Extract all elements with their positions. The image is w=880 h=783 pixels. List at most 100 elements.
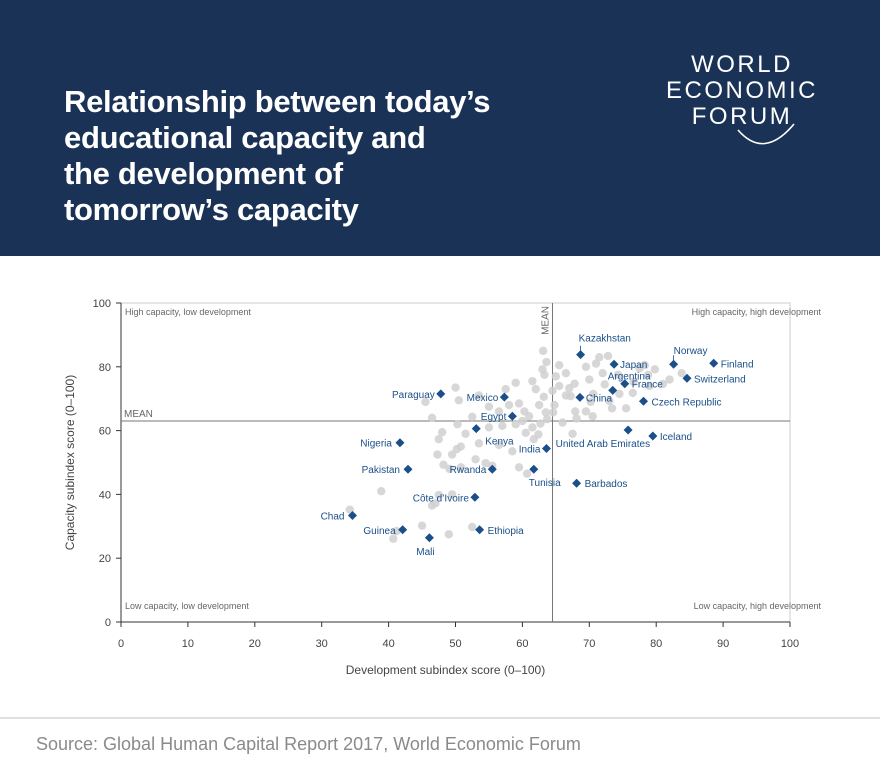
country-point: [558, 418, 567, 427]
label-mexico: Mexico: [467, 393, 499, 404]
x-tick-label: 10: [182, 638, 194, 650]
header-banner: Relationship between today’s educational…: [0, 0, 880, 256]
country-point: [589, 389, 598, 399]
country-point: [474, 391, 484, 400]
label-iceland: Iceland: [660, 432, 692, 443]
point-mali: [424, 533, 434, 543]
logo-line-2: ECONOMIC: [666, 77, 818, 104]
label-ethiopia: Ethiopia: [488, 526, 525, 537]
country-point: [521, 428, 530, 438]
label-france: France: [632, 380, 664, 391]
label-mali: Mali: [416, 547, 434, 558]
country-point: [511, 420, 520, 429]
country-point: [561, 368, 571, 378]
label-china: China: [586, 393, 613, 404]
country-point: [468, 522, 477, 532]
country-point: [568, 429, 577, 438]
label-kenya: Kenya: [485, 437, 514, 448]
country-point: [538, 346, 548, 356]
quadrant-label-bottom-left: Low capacity, low development: [125, 601, 249, 611]
highlight-layer: Kazakhstan Japan Norway Finland Switzerland A…: [321, 334, 754, 558]
country-point: [548, 408, 558, 417]
country-point: [528, 376, 537, 386]
label-chad: Chad: [321, 511, 345, 522]
country-point: [434, 435, 443, 444]
source-note: Source: Global Human Capital Report 2017…: [36, 734, 581, 754]
country-point: [615, 389, 624, 399]
point-barbados: [572, 478, 582, 488]
country-point: [522, 469, 532, 478]
country-point: [453, 420, 462, 429]
country-point: [447, 490, 457, 499]
label-tunisia: Tunisia: [529, 478, 561, 489]
country-point: [613, 370, 623, 379]
quadrant-label-bottom-right: Low capacity, high development: [694, 601, 822, 611]
country-point: [494, 407, 504, 416]
country-point: [433, 450, 442, 459]
x-tick-label: 60: [516, 638, 528, 650]
country-point: [508, 447, 517, 456]
label-finland: Finland: [721, 359, 754, 370]
label-united-arab-emirates: United Arab Emirates: [556, 439, 651, 450]
country-point: [434, 490, 443, 500]
point-nigeria: [395, 438, 405, 448]
country-point: [591, 359, 601, 368]
point-france: [620, 379, 630, 389]
point-czech-republic: [638, 396, 648, 406]
country-point: [501, 384, 510, 394]
country-point: [534, 430, 543, 439]
label-kazakhstan: Kazakhstan: [579, 334, 631, 345]
x-tick-label: 50: [449, 638, 461, 650]
country-point: [389, 534, 398, 543]
country-point: [538, 365, 547, 374]
country-point: [439, 460, 448, 469]
country-point: [536, 419, 545, 428]
chart-canvas: 0 10 20 30 40 50 60 70 80 90 100 0 20 40 60 80 100 Develo…: [63, 298, 821, 677]
axes-layer: 0 10 20 30 40 50 60 70 80 90 100 0 20 40 60 80 100 Develo…: [63, 298, 821, 677]
y-tick-label: 80: [99, 362, 111, 374]
point-united-arab-emirates: [623, 425, 633, 435]
country-point: [588, 412, 597, 421]
country-point: [542, 414, 552, 424]
x-tick-label: 80: [650, 638, 662, 650]
country-point: [645, 381, 654, 391]
point-kenya: [471, 424, 481, 434]
x-tick-label: 100: [781, 638, 799, 650]
country-point: [585, 375, 594, 384]
point-pakistan: [403, 464, 413, 474]
country-point: [621, 404, 631, 413]
country-point: [677, 368, 686, 378]
country-point: [445, 464, 454, 474]
country-point: [511, 378, 520, 387]
point-kazakhstan: [576, 350, 586, 360]
country-point: [541, 408, 551, 417]
y-tick-label: 0: [105, 617, 111, 629]
point-c-te-d-ivoire: [470, 492, 480, 502]
country-point: [427, 413, 437, 423]
y-axis-label: Capacity subindex score (0–100): [63, 375, 77, 550]
quadrant-label-top-right: High capacity, high development: [692, 307, 822, 317]
country-point: [531, 384, 540, 394]
country-point: [561, 391, 571, 400]
country-point: [498, 421, 507, 431]
country-point: [586, 397, 595, 407]
point-tunisia: [529, 464, 539, 474]
label-japan: Japan: [620, 360, 647, 371]
point-argentina: [608, 385, 618, 395]
label-nigeria: Nigeria: [360, 439, 392, 450]
country-point: [628, 388, 637, 398]
country-point: [421, 397, 430, 407]
country-point: [554, 361, 564, 370]
country-point: [548, 386, 557, 395]
label-guinea: Guinea: [363, 526, 396, 537]
country-point: [629, 377, 638, 386]
logo-arc-icon: [737, 123, 795, 145]
country-point: [607, 404, 617, 413]
country-point: [377, 487, 386, 496]
country-point: [572, 414, 581, 423]
country-point: [542, 357, 551, 367]
country-point: [551, 372, 561, 381]
country-point: [484, 423, 494, 432]
label-switzerland: Switzerland: [694, 374, 746, 385]
dots-layer: [345, 346, 686, 543]
